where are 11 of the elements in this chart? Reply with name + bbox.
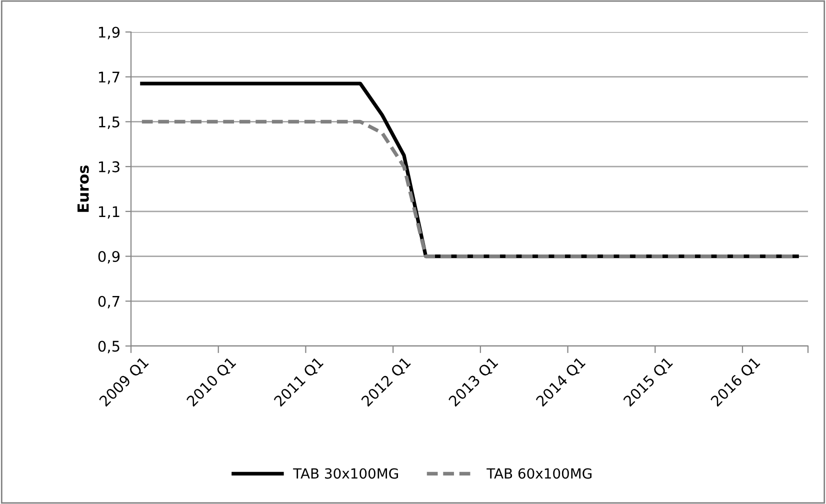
y-tick-label: 1,7 — [98, 72, 120, 84]
y-tick-label: 1,5 — [98, 116, 120, 129]
legend-label: TAB 60x100MG — [486, 468, 592, 479]
y-tick-label: 1,1 — [98, 206, 120, 219]
y-tick-label: 0,7 — [98, 296, 120, 308]
y-tick-label: 1,3 — [98, 161, 120, 174]
y-tick-label: 1,9 — [98, 26, 120, 40]
y-tick-label: 0,5 — [98, 340, 120, 354]
y-axis-title: Euros — [78, 166, 89, 212]
y-tick-label: 0,9 — [98, 251, 120, 264]
legend-label: TAB 30x100MG — [293, 468, 398, 479]
